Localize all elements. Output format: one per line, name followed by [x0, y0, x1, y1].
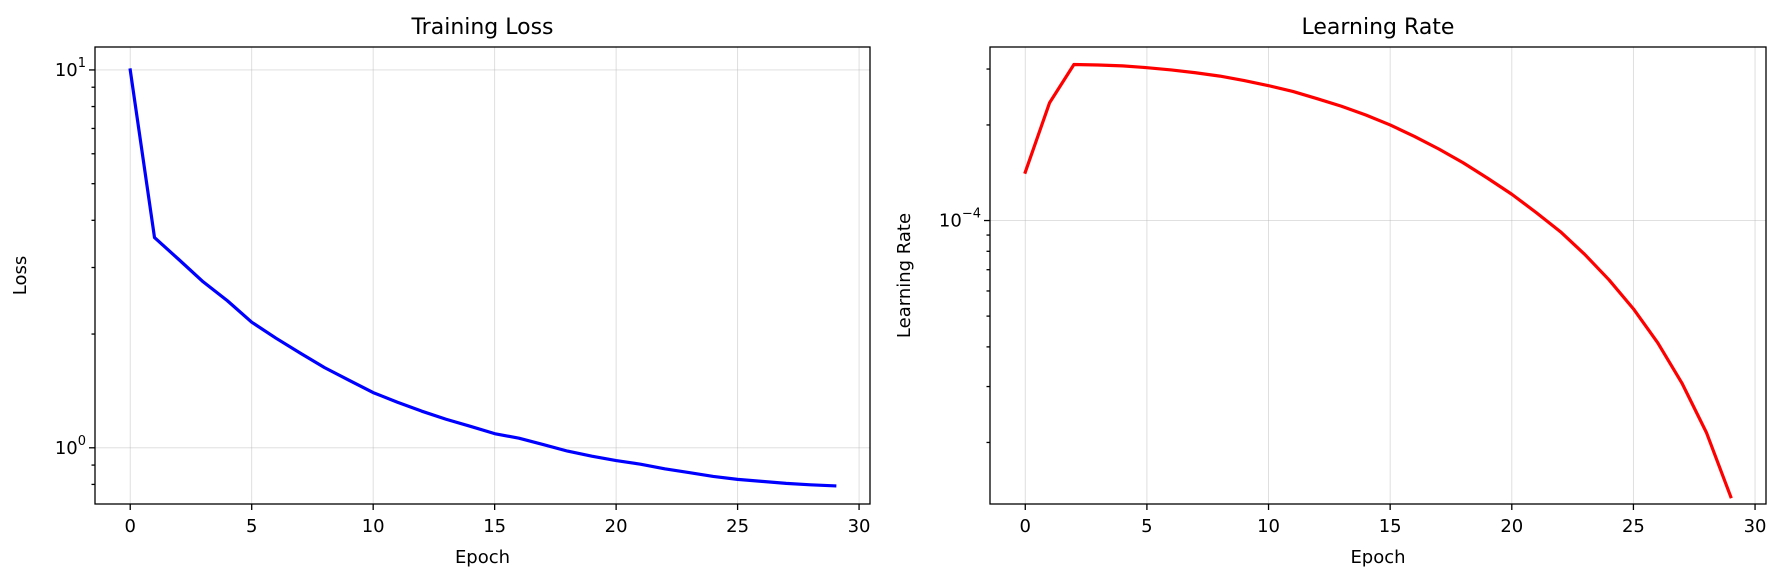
plot-frame: [989, 46, 1767, 505]
x-tick-label: 25: [726, 516, 749, 537]
x-tick-label: 25: [1622, 516, 1645, 537]
chart-title: Learning Rate: [1302, 15, 1455, 40]
y-tick-label: 100: [55, 434, 86, 459]
series-line: [1023, 62, 1733, 499]
x-tick-label: 15: [1379, 516, 1402, 537]
x-tick-label: 15: [483, 516, 506, 537]
x-tick-label: 0: [125, 516, 136, 537]
x-tick-label: 20: [605, 516, 628, 537]
y-tick-base: 10: [55, 60, 78, 81]
y-tick-base: 10: [55, 438, 78, 459]
x-axis-label: Epoch: [455, 547, 510, 568]
x-tick-label: 30: [848, 516, 871, 537]
x-tick-label: 20: [1500, 516, 1523, 537]
y-tick-label: 10−4: [939, 207, 981, 232]
x-axis-label: Epoch: [1350, 547, 1405, 568]
x-tick-label: 0: [1020, 516, 1031, 537]
x-tick-label: 5: [1141, 516, 1152, 537]
x-tick-label: 10: [362, 516, 385, 537]
plot-frame: [94, 46, 871, 505]
y-tick-exponent: 0: [78, 434, 86, 449]
y-tick-label: 101: [55, 56, 86, 81]
x-tick-label: 5: [246, 516, 257, 537]
series-line: [128, 68, 837, 488]
y-tick-exponent: 1: [78, 56, 86, 71]
y-tick-exponent: −4: [962, 207, 981, 222]
x-tick-label: 10: [1257, 516, 1280, 537]
chart-title: Training Loss: [410, 15, 553, 40]
y-axis-label: Loss: [10, 256, 31, 295]
y-axis-label: Learning Rate: [894, 213, 915, 338]
y-tick-base: 10: [939, 211, 962, 232]
x-tick-label: 30: [1744, 516, 1767, 537]
